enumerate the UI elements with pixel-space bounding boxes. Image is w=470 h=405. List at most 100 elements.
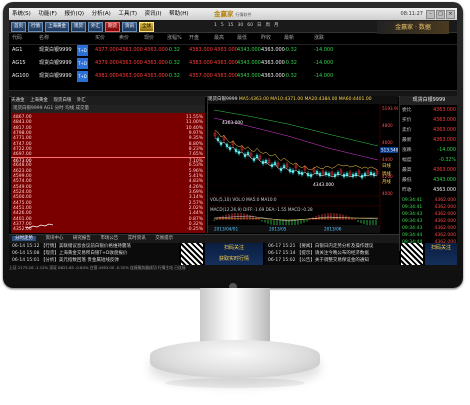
ladder-percent: 0.87% xyxy=(188,216,203,222)
tab-research[interactable]: 研究报告 xyxy=(72,236,91,241)
quote-detail-row: 最高 4363.000 xyxy=(400,166,457,176)
news-item[interactable]: 06-14 15:08 【现货】上海黄金交易所白银T+D收盘报价 xyxy=(12,251,128,256)
period-option[interactable]: 周 xyxy=(265,23,270,28)
ladder-row[interactable]: 4771.00 9.35% xyxy=(11,135,205,143)
ladder-row[interactable]: 4599.00 5.41% xyxy=(11,173,205,181)
column-header[interactable]: 最新 xyxy=(284,35,295,41)
quote-row[interactable]: AG15 现货白银9999 T+D 4379.000 4363.000 4363.000-… xyxy=(9,58,457,69)
menu-bar: 系统(S) 功能(F) 报价(Q) 分析(A) 工具(T) 资讯(I) 帮助(H… xyxy=(9,8,457,20)
ladder-row[interactable]: 4426.00 1.44% xyxy=(11,210,205,218)
ad-banner-small[interactable]: 扫码关注 xyxy=(425,243,457,265)
ladder-tab[interactable]: 上海黄金 xyxy=(29,98,48,103)
ladder-row[interactable]: 4352.00 -0.25% xyxy=(11,226,205,234)
ladder-price: 4648.00 xyxy=(13,163,32,169)
news-item[interactable]: 06-17 15:02 【公告】关于调整交易保证金的通知 xyxy=(268,258,369,263)
column-header[interactable]: 代码 xyxy=(12,35,23,41)
column-header[interactable]: 开盘 xyxy=(189,35,200,41)
toolbar-button[interactable]: 现货 xyxy=(71,22,86,32)
news-item[interactable]: 06-14 15:12 【行情】美联储议息会议前白银价格维持震荡 xyxy=(12,244,131,249)
minimize-button[interactable]: - xyxy=(426,10,435,19)
menu-item-quote[interactable]: 报价(Q) xyxy=(64,11,85,17)
ladder-tab[interactable]: 外汇 xyxy=(76,98,86,103)
quote-detail-row: 涨跌 -14.000 xyxy=(400,146,457,156)
quote-row[interactable]: AG1 现货白银9999 T+D 4377.000 4363.000 4363.000 -0… xyxy=(9,45,457,56)
ladder-row[interactable]: 4524.00 3.69% xyxy=(11,189,205,197)
ladder-row[interactable]: 4475.00 2.57% xyxy=(11,200,205,208)
column-header[interactable]: 买价 xyxy=(95,35,106,41)
close-button[interactable]: × xyxy=(446,10,455,19)
toolbar-button[interactable]: 首页 xyxy=(11,22,26,32)
menu-item-tools[interactable]: 工具(T) xyxy=(118,11,137,17)
ladder-row[interactable]: 4673.00 7.10% xyxy=(11,156,205,166)
menu-item-analysis[interactable]: 分析(A) xyxy=(91,11,111,17)
ladder-row[interactable]: 4401.00 0.87% xyxy=(11,216,205,224)
quote-cell-pct: -0.32 xyxy=(167,60,180,66)
toolbar-button[interactable]: 期货 xyxy=(105,22,120,32)
quote-detail-row: 昨收 4363.000 xyxy=(400,186,457,196)
column-header[interactable]: 名称 xyxy=(39,35,50,41)
ladder-row[interactable]: 4377.00 0.32% xyxy=(11,221,205,229)
news-item[interactable]: 06-17 15:14 【提示】请关注今晚公布的经济数据 xyxy=(268,251,369,256)
maximize-button[interactable]: □ xyxy=(436,10,445,19)
toolbar: 首页 行情 上海黄金 现货 外汇 期货 资讯 全球 1 5 15 30 60 日周月 xyxy=(9,20,457,33)
period-option[interactable]: 日 xyxy=(256,23,262,28)
ladder-row[interactable]: 4817.00 10.40% xyxy=(11,125,205,133)
column-header[interactable]: 最高 xyxy=(214,35,225,41)
ladder-row[interactable]: 4843.00 11.00% xyxy=(11,119,205,127)
news-item[interactable]: 06-17 15:21 【要闻】白银日内走势分析及操作建议 xyxy=(268,244,374,249)
toolbar-button[interactable]: 全球 xyxy=(139,22,154,32)
ladder-row[interactable]: 4747.00 8.80% xyxy=(11,141,205,149)
ladder-row[interactable]: 4867.00 11.55% xyxy=(11,114,205,122)
column-header[interactable]: 卖价 xyxy=(119,35,130,41)
toolbar-button[interactable]: 外汇 xyxy=(88,22,103,32)
tick-time: 09:34:44 xyxy=(402,233,423,238)
column-header[interactable]: 涨幅% xyxy=(167,35,182,41)
tick-row: 09:34:43 4362.000 xyxy=(400,225,457,232)
period-option[interactable]: 60 xyxy=(247,23,253,28)
tab-trade-tips[interactable]: 交易提示 xyxy=(155,236,174,241)
monitor-chin xyxy=(3,276,463,295)
ad-banner[interactable]: 扫码关注 获取实时行情 xyxy=(205,243,263,265)
chart-period-tab[interactable]: 月线 xyxy=(382,178,391,185)
ladder-row[interactable]: 4648.00 6.53% xyxy=(11,162,205,170)
quote-detail-panel: 现货白银9999 委比 4363.000 买价 4363.000 卖价 4363.000 最… xyxy=(399,96,457,252)
candlestick-chart[interactable]: 5193.90 4800 4600 4400 4200 4000 4363.000 4343.… xyxy=(207,96,398,233)
news-item[interactable]: 06-14 15:01 【分析】美元指数回落 贵金属短线反弹 xyxy=(12,258,119,263)
candle-body xyxy=(240,146,244,151)
menu-item-function[interactable]: 功能(F) xyxy=(38,11,57,17)
period-option[interactable]: 30 xyxy=(237,23,244,28)
toolbar-button[interactable]: 资讯 xyxy=(122,22,137,32)
ladder-row[interactable]: 4798.00 9.97% xyxy=(11,130,205,138)
ladder-row[interactable]: 4451.00 2.02% xyxy=(11,205,205,213)
chart-period-tab[interactable]: 日线 xyxy=(382,162,391,169)
ladder-tab[interactable]: 现货白银 xyxy=(53,98,72,103)
tab-live-news[interactable]: 实时资讯 xyxy=(127,236,146,241)
toolbar-button[interactable]: 上海黄金 xyxy=(45,22,69,32)
tab-announcement[interactable]: 市场公告 xyxy=(100,236,119,241)
ladder-row[interactable]: 4697.00 7.65% xyxy=(11,151,205,159)
period-option[interactable]: 15 xyxy=(227,23,234,28)
toolbar-button[interactable]: 行情 xyxy=(28,22,43,32)
ladder-tab[interactable]: 天通金 xyxy=(11,98,25,103)
ladder-row[interactable]: 4549.00 4.26% xyxy=(11,184,205,192)
column-header[interactable]: 涨跌 xyxy=(314,35,325,41)
menu-item-system[interactable]: 系统(S) xyxy=(12,11,31,17)
ladder-row[interactable]: 4623.00 5.96% xyxy=(11,168,205,176)
period-option[interactable]: 5 xyxy=(220,23,224,28)
column-header[interactable]: 现价 xyxy=(144,35,155,41)
quote-cell-buy: 4379.000 xyxy=(95,60,119,66)
chart-period-tab[interactable]: 周线 xyxy=(382,170,391,177)
brand-title: 金赢家 行情软件 xyxy=(214,8,252,20)
quote-row[interactable]: AG100 现货白银9999 T+D 4381.000 4363.000 4363.000… xyxy=(9,71,457,82)
ladder-row[interactable]: 4574.00 4.83% xyxy=(11,178,205,186)
period-option[interactable]: 1 xyxy=(214,23,217,28)
period-option[interactable]: 月 xyxy=(273,23,279,28)
column-header[interactable]: 昨收 xyxy=(261,35,272,41)
ladder-row[interactable]: 4500.00 3.14% xyxy=(11,194,205,202)
tab-info-center[interactable]: 资讯中心 xyxy=(45,236,64,241)
ladder-row[interactable]: 4722.00 8.23% xyxy=(11,146,205,154)
menu-item-help[interactable]: 帮助(H) xyxy=(169,11,189,17)
column-header[interactable]: 最低 xyxy=(237,35,248,41)
tab-realtime[interactable]: 分时走势 xyxy=(12,236,36,241)
menu-item-info[interactable]: 资讯(I) xyxy=(144,11,162,17)
